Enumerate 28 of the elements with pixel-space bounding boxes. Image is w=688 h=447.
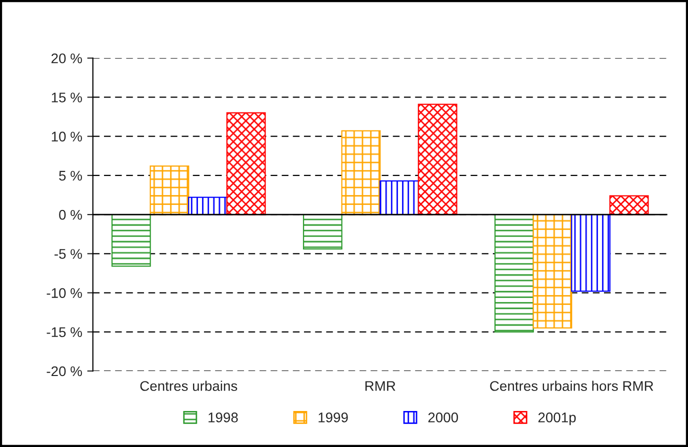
- bar: [188, 196, 228, 216]
- bar: [571, 214, 610, 292]
- y-tick-label: 20 %: [52, 53, 82, 64]
- y-tick-label: 0 %: [59, 210, 82, 220]
- y-tick-label: -15 %: [46, 327, 82, 338]
- bar: [111, 214, 151, 267]
- legend-label: 2001p: [538, 412, 576, 426]
- y-tick-label: -10 %: [46, 288, 82, 298]
- y-tick-label: -5 %: [54, 249, 82, 259]
- y-tick-label: 5 %: [59, 170, 82, 181]
- legend-label: 2000: [428, 412, 458, 422]
- x-tick-label: Centres urbains hors RMR: [490, 380, 654, 391]
- y-tick-label: 10 %: [52, 132, 82, 142]
- bar: [609, 195, 649, 216]
- bar: [494, 214, 534, 332]
- legend-label: 1998: [208, 412, 238, 422]
- bar: [341, 130, 381, 216]
- bar: [302, 214, 342, 250]
- y-tick-label: -20 %: [46, 366, 82, 376]
- bar: [226, 112, 266, 216]
- bar: [532, 214, 572, 329]
- x-tick-label: Centres urbains: [140, 380, 238, 391]
- y-tick-label: 15 %: [52, 92, 82, 102]
- bar: [380, 180, 419, 216]
- x-tick-label: RMR: [365, 381, 396, 391]
- bar: [418, 104, 458, 216]
- bar: [150, 166, 190, 216]
- legend-label: 1999: [318, 412, 348, 422]
